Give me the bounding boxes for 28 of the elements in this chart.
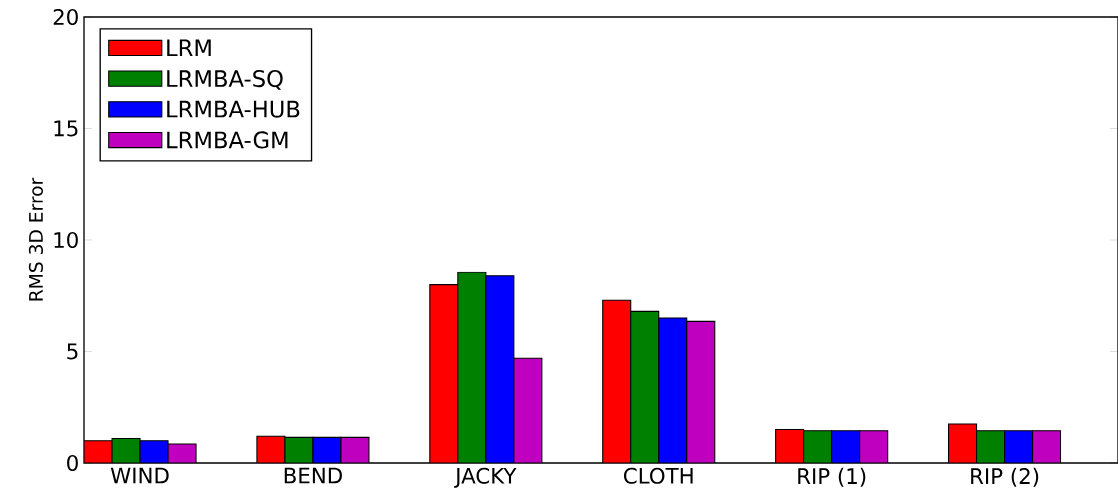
x-tick-label: RIP (1) bbox=[798, 467, 866, 487]
bar bbox=[429, 284, 459, 463]
x-tick-label: CLOTH bbox=[624, 467, 693, 484]
x-tick-label: RIP (2) bbox=[971, 467, 1039, 487]
x-tick-label: JACKY bbox=[454, 467, 517, 488]
bar bbox=[686, 320, 716, 463]
bar bbox=[775, 429, 805, 463]
legend-label: LRMBA-HUB bbox=[167, 100, 300, 118]
bar bbox=[1032, 430, 1062, 463]
legend-label: LRM bbox=[167, 39, 211, 57]
bar bbox=[976, 430, 1006, 463]
y-tick-label: 0 bbox=[67, 454, 78, 472]
y-tick-label: 15 bbox=[54, 120, 78, 137]
bar bbox=[948, 423, 978, 463]
x-tick-label: BEND bbox=[284, 467, 342, 484]
y-tick-label: 5 bbox=[67, 343, 78, 360]
bar bbox=[803, 430, 833, 463]
bar bbox=[630, 310, 660, 463]
legend-label: LRMBA-SQ bbox=[167, 70, 283, 90]
y-axis-title: RMS 3D Error bbox=[28, 177, 43, 301]
bar bbox=[859, 430, 889, 463]
legend-label: LRMBA-GM bbox=[167, 131, 288, 149]
y-tick-label: 10 bbox=[54, 231, 78, 249]
x-tick-label: WIND bbox=[110, 467, 169, 484]
bar bbox=[513, 357, 543, 463]
bar bbox=[457, 271, 487, 463]
bar bbox=[602, 299, 632, 463]
y-tick-label: 20 bbox=[53, 8, 78, 26]
